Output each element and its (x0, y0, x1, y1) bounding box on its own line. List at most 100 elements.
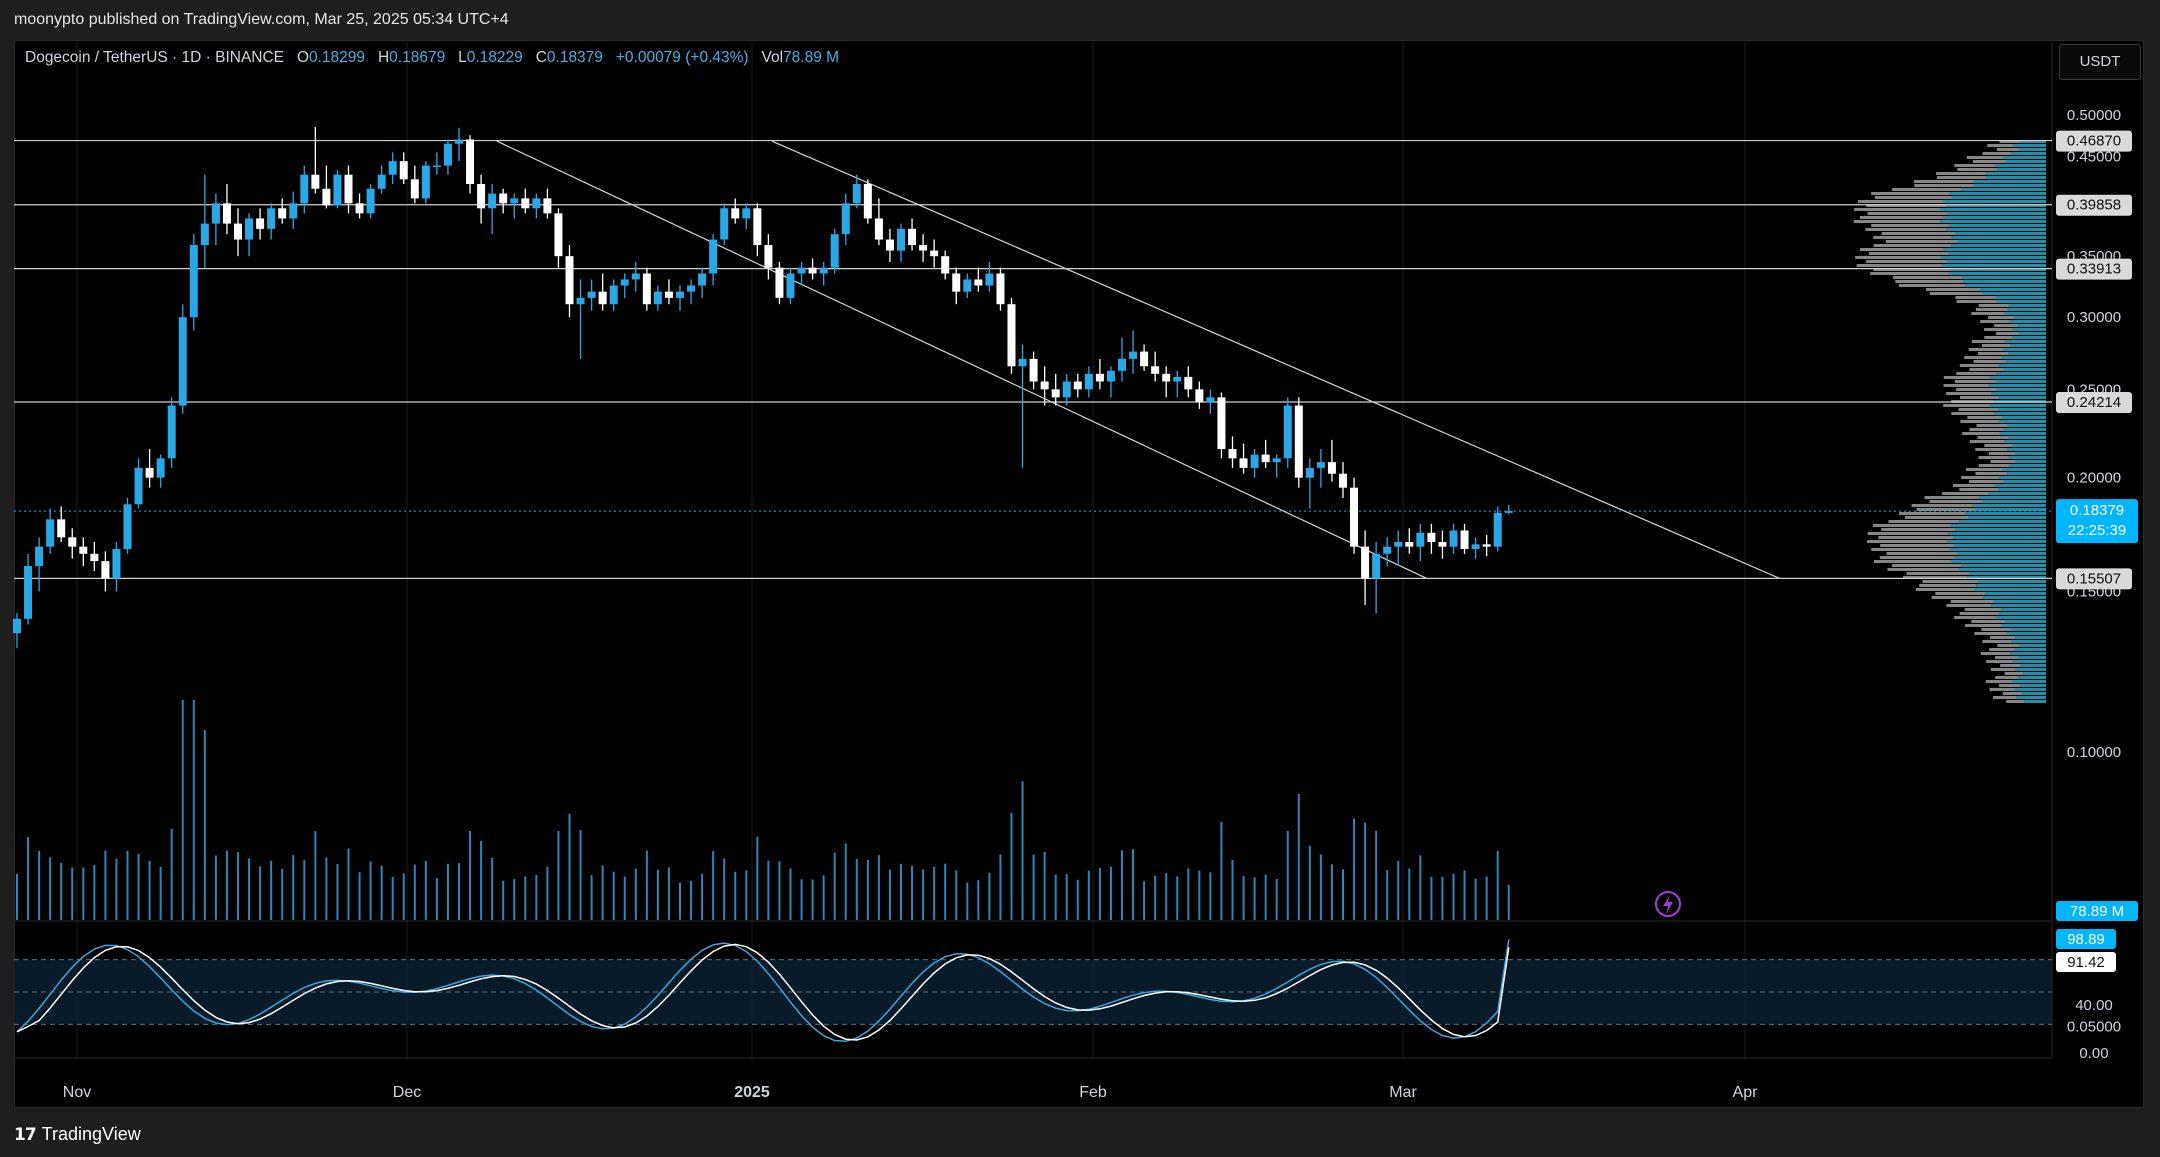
volume-bar (248, 858, 251, 920)
volume-bar (203, 730, 206, 920)
profile-bar-sell (1919, 584, 1977, 587)
profile-bar-sell (1984, 444, 2013, 447)
stoch-d-line (16, 943, 1510, 1041)
volume-bar (988, 872, 991, 920)
candle-down (642, 273, 651, 305)
volume-bar (60, 862, 63, 920)
profile-bar-sell (1922, 580, 1979, 583)
profile-bar-sell (1853, 220, 1941, 223)
volume-bar (1054, 874, 1057, 920)
profile-bar-buy (2008, 304, 2046, 307)
candle-down (1460, 530, 1469, 550)
profile-bar-sell (1906, 572, 1970, 575)
axes: NovDec2025FebMarApr0.500000.450000.40000… (63, 107, 2121, 1101)
price-tick-label: 0.30000 (2067, 309, 2121, 326)
lightning-icon-glyph (1663, 895, 1673, 914)
volume-bar (303, 860, 306, 920)
volume-bar (413, 864, 416, 920)
volume-bar (712, 851, 715, 920)
currency-button[interactable]: USDT (2059, 44, 2141, 80)
profile-bar-sell (1873, 244, 1952, 247)
profile-bar-sell (1959, 488, 1999, 491)
profile-bar-sell (1943, 376, 1990, 379)
candle-up (897, 228, 905, 251)
candle-up (443, 143, 452, 166)
candle-up (1305, 467, 1314, 478)
profile-bar-buy (2016, 696, 2046, 699)
volume-bar (855, 859, 858, 920)
volume-bar (579, 830, 582, 920)
profile-bar-sell (1981, 628, 2011, 631)
profile-bar-buy (1947, 540, 2046, 543)
volume-bar (1242, 876, 1245, 920)
profile-bar-buy (1995, 380, 2046, 383)
profile-bar-buy (2018, 676, 2046, 679)
profile-bar-sell (1971, 312, 2005, 315)
profile-bar-buy (2012, 444, 2046, 447)
candle-up (1106, 370, 1115, 382)
candle-up (178, 317, 187, 406)
volume-bar (1275, 879, 1278, 920)
profile-bar-sell (1956, 300, 1997, 303)
profile-bar-sell (1954, 380, 1996, 383)
volume-bar (1474, 878, 1477, 920)
profile-bar-buy (2020, 664, 2046, 667)
profile-bar-buy (2001, 356, 2046, 359)
candle-down (57, 519, 66, 538)
chart-frame[interactable] (14, 40, 2144, 1108)
candle-up (1283, 405, 1292, 459)
horizontal-levels (14, 139, 2052, 579)
profile-bar-sell (1980, 652, 2011, 655)
volume-bar (1176, 876, 1179, 920)
trend-channel (496, 140, 1781, 580)
volume-bar (292, 855, 295, 920)
profile-bar-buy (1951, 268, 2046, 271)
volume-bar (546, 866, 549, 920)
volume-bar (888, 869, 891, 920)
profile-bar-sell (1881, 528, 1956, 531)
candle-up (841, 203, 850, 235)
candle-down (1095, 373, 1104, 382)
candle-down (355, 203, 364, 214)
volume-bar (1330, 864, 1333, 920)
profile-bar-buy (1951, 560, 2046, 563)
profile-bar-sell (1867, 212, 1948, 215)
candle-up (742, 208, 751, 219)
profile-bar-sell (1911, 504, 1973, 507)
profile-bar-sell (1886, 552, 1959, 555)
candle-down (863, 184, 872, 219)
candle-up (13, 618, 21, 634)
volume-bar (1319, 854, 1322, 920)
tradingview-logo[interactable]: 17 TradingView (14, 1124, 141, 1145)
candle-down (1151, 366, 1160, 374)
profile-bar-buy (1998, 420, 2046, 423)
volume-bar (1209, 872, 1212, 920)
profile-bar-buy (1954, 544, 2046, 547)
profile-bar-buy (1946, 228, 2046, 231)
candle-up (488, 193, 497, 209)
volume-bar (49, 857, 52, 920)
profile-bar-sell (1958, 408, 1998, 411)
profile-bar-sell (1964, 356, 2002, 359)
profile-bar-buy (1973, 180, 2046, 183)
volume-bar (480, 840, 483, 920)
candle-down (521, 198, 530, 209)
volume-bar (491, 857, 494, 920)
candle-up (1018, 358, 1027, 367)
stoch-rsi-pane (14, 939, 2052, 1043)
volume-bar (1463, 870, 1466, 920)
level-price-tag (2056, 391, 2132, 413)
candle-down (145, 467, 154, 478)
candle-down (1029, 358, 1038, 382)
candle-down (101, 561, 110, 579)
profile-bar-buy (1961, 564, 2046, 567)
profile-bar-buy (1995, 164, 2046, 167)
profile-bar-buy (2007, 424, 2046, 427)
profile-bar-sell (1955, 296, 1997, 299)
candle-down (908, 228, 917, 246)
profile-bar-sell (1898, 284, 1966, 287)
profile-bar-buy (1954, 556, 2046, 559)
candle-down (598, 291, 607, 305)
volume-bar (955, 870, 958, 920)
